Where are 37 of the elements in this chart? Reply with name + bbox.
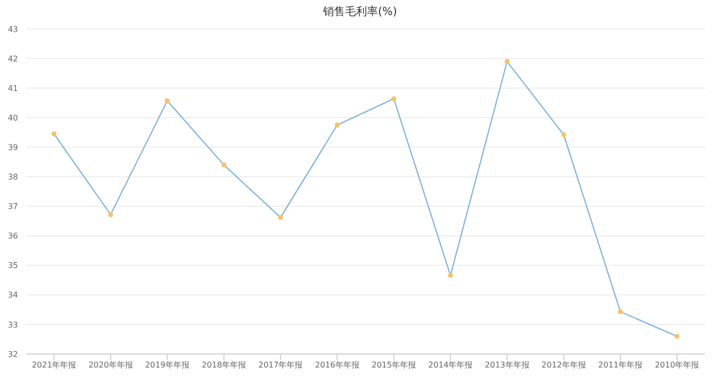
x-tick-label: 2014年年报 — [428, 360, 473, 370]
y-tick-label: 33 — [8, 320, 18, 330]
y-tick-label: 41 — [8, 84, 18, 93]
point — [448, 272, 453, 278]
point — [391, 96, 396, 102]
point — [278, 215, 284, 220]
point — [561, 132, 566, 138]
y-tick-label: 40 — [8, 113, 18, 122]
x-tick-label: 2016年年报 — [315, 360, 360, 370]
x-tick-label: 2013年年报 — [484, 360, 530, 370]
y-tick-label: 36 — [8, 232, 18, 241]
y-tick-label: 35 — [8, 261, 18, 270]
y-tick-label: 37 — [8, 202, 18, 212]
y-tick-label: 39 — [8, 143, 18, 152]
point — [108, 212, 114, 218]
point — [674, 334, 680, 339]
point — [52, 131, 56, 136]
x-tick-label: 2012年年报 — [542, 360, 586, 370]
y-tick-label: 42 — [8, 54, 18, 64]
point — [618, 309, 623, 314]
x-tick-label: 2015年年报 — [372, 360, 416, 370]
x-tick-label: 2019年年报 — [145, 360, 190, 370]
point — [164, 98, 170, 104]
chart-title: 销售毛利率(%) — [322, 4, 398, 19]
point — [221, 162, 226, 168]
x-tick-label: 2011年年报 — [598, 360, 643, 370]
y-tick-label: 34 — [8, 290, 18, 300]
x-tick-label: 2021年年报 — [32, 360, 76, 370]
point — [334, 122, 340, 128]
x-tick-label: 2010年年报 — [654, 360, 700, 370]
x-tick-label: 2018年年报 — [202, 360, 246, 370]
x-tick-label: 2020年年报 — [88, 360, 133, 370]
y-tick-label: 43 — [8, 24, 18, 34]
y-tick-label: 38 — [8, 172, 18, 182]
point — [504, 59, 510, 64]
y-tick-label: 32 — [8, 350, 18, 359]
x-tick-label: 2017年年报 — [258, 360, 303, 370]
